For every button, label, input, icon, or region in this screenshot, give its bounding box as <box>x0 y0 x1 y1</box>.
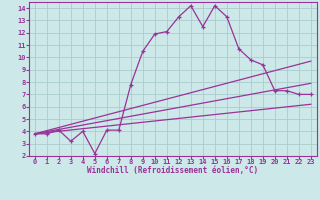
X-axis label: Windchill (Refroidissement éolien,°C): Windchill (Refroidissement éolien,°C) <box>87 166 258 175</box>
